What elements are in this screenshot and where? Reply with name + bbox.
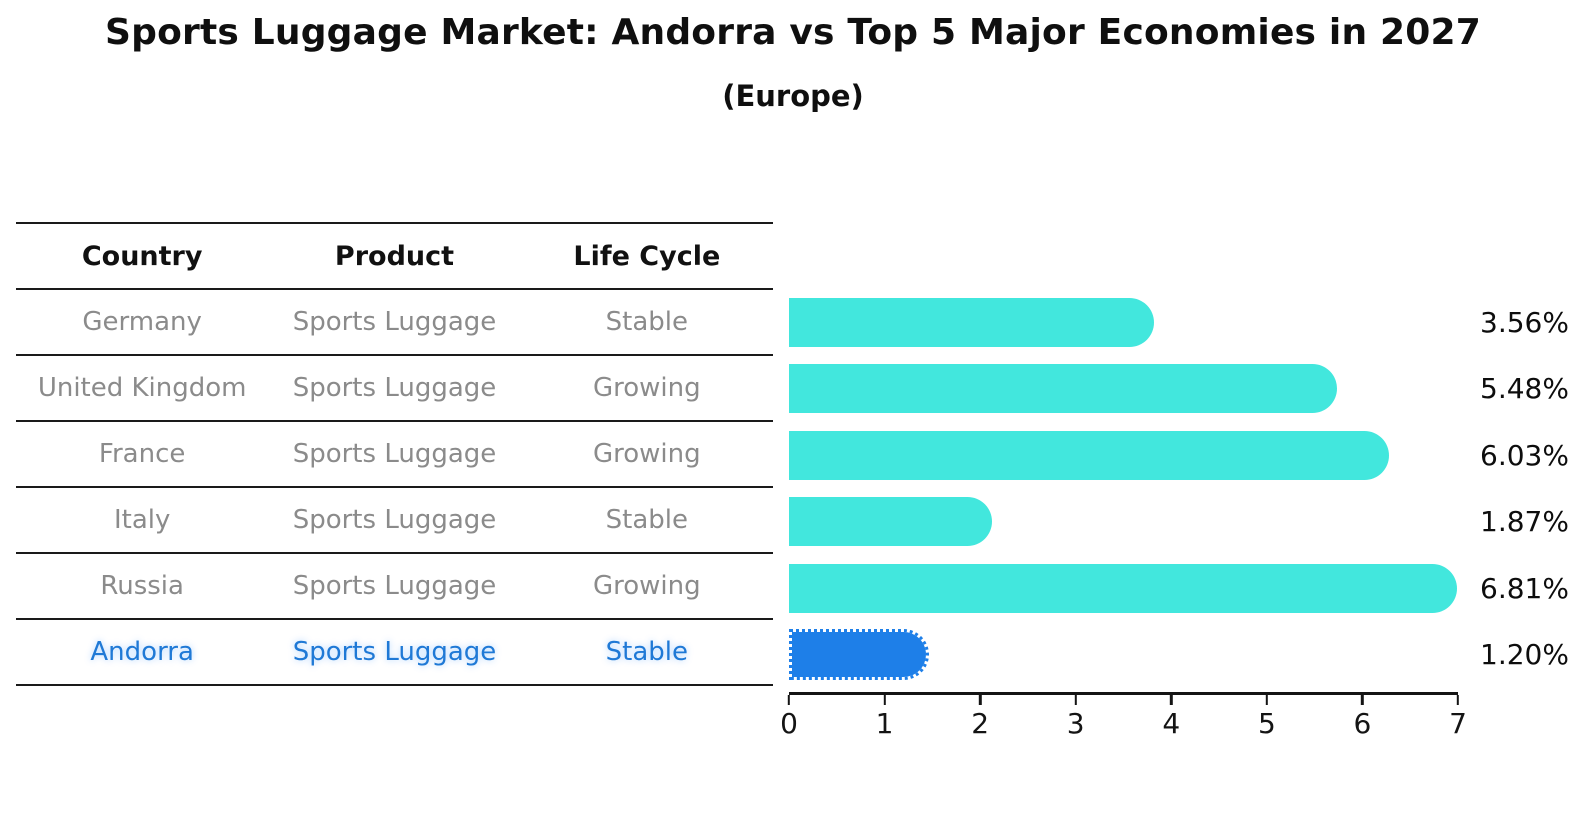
- bar-italy: [789, 497, 993, 547]
- x-tick-label-4: 4: [1162, 707, 1181, 740]
- x-tick-1: [883, 694, 886, 705]
- x-tick-7: [1456, 694, 1460, 705]
- value-label-row-united-kingdom: 5.48%: [1480, 356, 1586, 423]
- table-row-germany: Germany Sports Luggage Stable: [16, 290, 773, 356]
- x-tick-4: [1170, 694, 1173, 705]
- table-body: Germany Sports Luggage Stable United Kingdo…: [16, 290, 773, 686]
- bar-germany: [789, 297, 1154, 347]
- x-axis-line: [789, 692, 1458, 695]
- bar-plot-area: [789, 289, 1457, 688]
- cell-product: Sports Luggage: [292, 571, 497, 601]
- x-tick-label-5: 5: [1257, 707, 1276, 740]
- x-tick-label-1: 1: [875, 707, 894, 740]
- x-tick-label-3: 3: [1066, 707, 1085, 740]
- table-row-russia: Russia Sports Luggage Growing: [16, 554, 773, 620]
- value-label: 3.56%: [1480, 305, 1569, 339]
- bar-row-united-kingdom: [789, 356, 1457, 423]
- bar-row-italy: [789, 489, 1457, 556]
- bar-row-russia: [789, 555, 1457, 622]
- cell-product: Sports Luggage: [292, 373, 497, 403]
- value-label: 6.03%: [1480, 438, 1569, 472]
- value-label: 6.81%: [1480, 571, 1569, 605]
- table-header-row: Country Product Life Cycle: [16, 224, 773, 290]
- x-tick-5: [1265, 694, 1269, 705]
- value-label-row-germany: 3.56%: [1480, 289, 1586, 356]
- table-row-andorra: Andorra Sports Luggage Stable: [16, 620, 773, 686]
- x-tick-6: [1361, 694, 1364, 705]
- cell-life-cycle: Growing: [592, 373, 701, 403]
- cell-country: Germany: [82, 307, 202, 337]
- bar-france: [789, 430, 1390, 480]
- cell-life-cycle: Growing: [592, 571, 701, 601]
- cell-life-cycle: Stable: [605, 307, 688, 337]
- table-header-country: Country: [81, 240, 203, 272]
- cell-country: Russia: [100, 571, 184, 601]
- chart-title: Sports Luggage Market: Andorra vs Top 5 …: [104, 12, 1482, 53]
- table-row-united-kingdom: United Kingdom Sports Luggage Growing: [16, 356, 773, 422]
- value-label: 1.87%: [1480, 505, 1569, 539]
- cell-country: Italy: [113, 505, 171, 535]
- value-label-column: 3.56% 5.48% 6.03% 1.87% 6.81% 1.20%: [1480, 289, 1586, 688]
- country-table: Country Product Life Cycle Germany Sports…: [16, 222, 773, 686]
- value-label-row-russia: 6.81%: [1480, 555, 1586, 622]
- value-label: 5.48%: [1480, 372, 1569, 406]
- table-header-life-cycle: Life Cycle: [573, 240, 721, 272]
- cell-product: Sports Luggage: [292, 637, 497, 667]
- bar-row-france: [789, 422, 1457, 489]
- cell-life-cycle: Stable: [605, 637, 688, 667]
- bar-row-andorra: [789, 622, 1457, 689]
- cell-life-cycle: Growing: [592, 439, 701, 469]
- cell-product: Sports Luggage: [292, 307, 497, 337]
- table-row-france: France Sports Luggage Growing: [16, 422, 773, 488]
- value-label: 1.20%: [1480, 638, 1569, 672]
- x-tick-label-7: 7: [1449, 707, 1467, 740]
- value-label-row-france: 6.03%: [1480, 422, 1586, 489]
- bar-russia: [789, 563, 1457, 613]
- cell-country: France: [98, 439, 186, 469]
- x-tick-0: [787, 694, 791, 705]
- x-axis: 0 1 2 3 4 5 6 7: [780, 692, 1467, 752]
- cell-life-cycle: Stable: [605, 505, 688, 535]
- cell-product: Sports Luggage: [292, 505, 497, 535]
- cell-product: Sports Luggage: [292, 439, 497, 469]
- x-tick-3: [1074, 694, 1077, 705]
- value-label-row-andorra: 1.20%: [1480, 622, 1586, 689]
- chart-subtitle: (Europe): [722, 79, 864, 113]
- bar-row-germany: [789, 289, 1457, 356]
- x-tick-label-6: 6: [1353, 707, 1372, 740]
- value-label-row-italy: 1.87%: [1480, 489, 1586, 556]
- table-row-italy: Italy Sports Luggage Stable: [16, 488, 773, 554]
- table-header-product: Product: [334, 240, 455, 272]
- x-tick-label-0: 0: [780, 707, 798, 740]
- bar-andorra: [789, 629, 929, 681]
- cell-country: United Kingdom: [37, 373, 247, 403]
- x-tick-label-2: 2: [971, 707, 990, 740]
- x-tick-2: [978, 694, 982, 705]
- bar-united-kingdom: [789, 364, 1337, 414]
- cell-country: Andorra: [90, 637, 194, 667]
